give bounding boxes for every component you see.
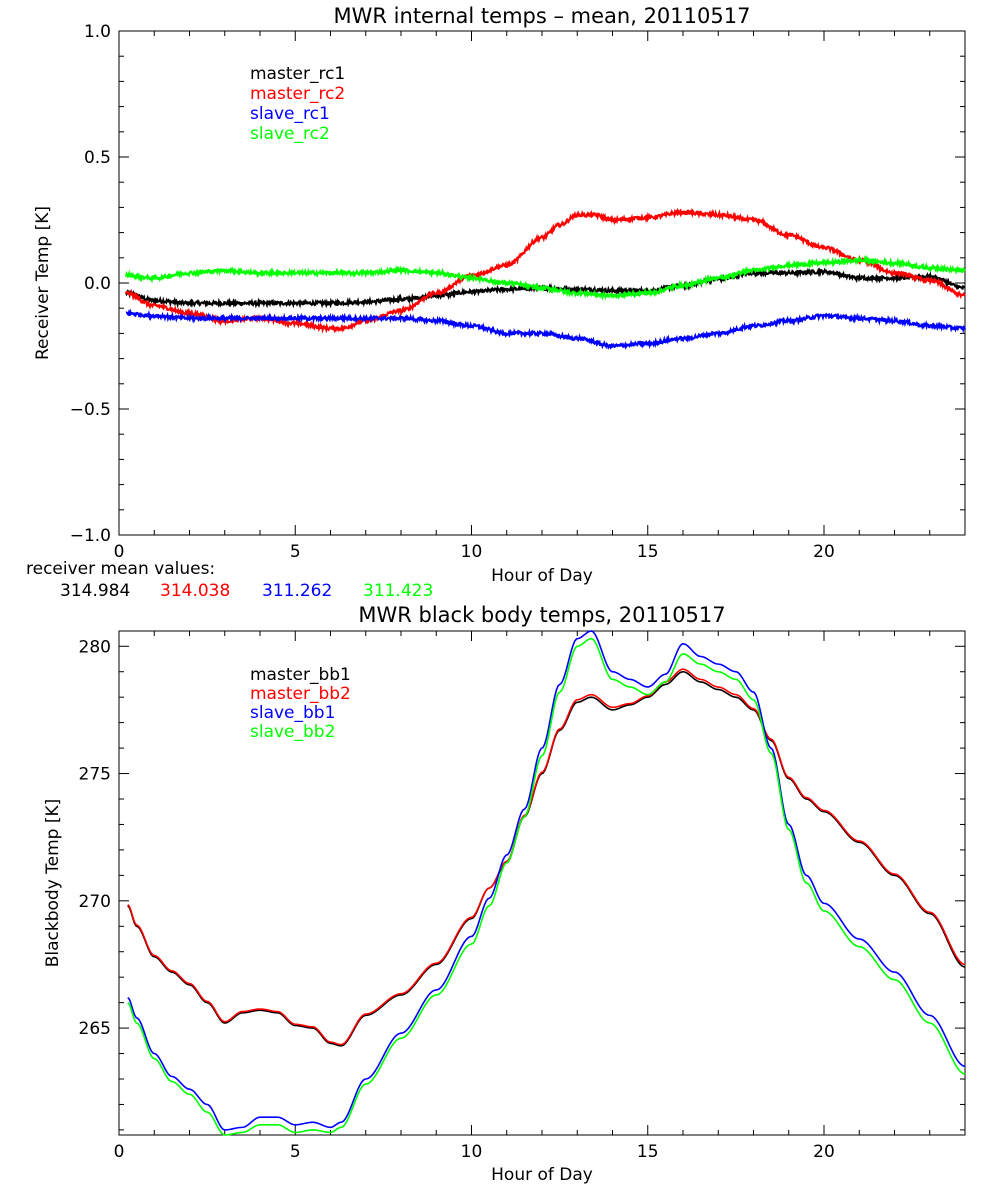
plot-frame	[118, 30, 966, 536]
y-tick-label: −0.5	[70, 400, 111, 420]
series-line-slave_bb2	[127, 637, 966, 1136]
x-tick-label: 20	[813, 542, 835, 562]
chart-title: MWR internal temps – mean, 20110517	[334, 4, 751, 28]
series-group	[127, 630, 966, 1136]
legend-entry-master_rc2: master_rc2	[250, 84, 345, 104]
series-group	[124, 207, 967, 351]
annotation-label: receiver mean values:	[26, 559, 215, 579]
series-line-master_rc2	[125, 207, 966, 334]
legend-entry-master_bb2: master_bb2	[250, 684, 351, 704]
y-tick-label: 0.5	[84, 148, 111, 168]
plot-frame	[118, 630, 966, 1136]
x-tick-label: 15	[637, 542, 659, 562]
annotation-value: 311.423	[363, 581, 433, 601]
x-axis-label: Hour of Day	[491, 1165, 593, 1185]
y-tick-label: 0.0	[84, 274, 111, 294]
tick-labels: 0 5 10 15 20 265 270 275 280	[79, 637, 835, 1162]
x-tick-label: 5	[290, 1142, 301, 1162]
x-tick-label: 0	[114, 542, 125, 562]
legend-entry-slave_rc1: slave_rc1	[250, 104, 330, 124]
legend-entry-slave_bb1: slave_bb1	[250, 703, 335, 723]
receiver-temps-chart: MWR internal temps – mean, 20110517 0 5 10…	[26, 4, 967, 601]
y-axis-label: Blackbody Temp [K]	[43, 799, 63, 968]
series-line-slave_rc1	[125, 308, 967, 351]
x-tick-label: 15	[637, 1142, 659, 1162]
series-line-slave_rc2	[124, 254, 966, 301]
legend-entry-slave_rc2: slave_rc2	[250, 124, 330, 144]
legend-entry-master_rc1: master_rc1	[250, 64, 345, 84]
annotation-value: 311.262	[262, 581, 332, 601]
series-line-master_bb2	[127, 668, 966, 1046]
y-axis-label: Receiver Temp [K]	[33, 206, 53, 360]
y-tick-label: 280	[79, 637, 111, 657]
x-tick-label: 20	[813, 1142, 835, 1162]
x-tick-label: 5	[290, 542, 301, 562]
axis-ticks	[118, 631, 966, 1135]
x-axis-label: Hour of Day	[491, 566, 593, 586]
tick-labels: 0 5 10 15 20 −1.0 −0.5 0.0 0.5 1.0	[70, 22, 835, 562]
y-tick-label: 265	[79, 1019, 111, 1039]
blackbody-temps-chart: MWR black body temps, 20110517 0 5 10 15 20 2…	[43, 603, 966, 1185]
annotation-values: 314.984 314.038 311.262 311.423	[60, 581, 433, 601]
x-tick-label: 10	[461, 542, 483, 562]
axis-ticks	[118, 30, 966, 536]
x-tick-label: 0	[114, 1142, 125, 1162]
y-tick-label: 275	[79, 765, 111, 785]
annotation-value: 314.984	[60, 581, 130, 601]
chart-title: MWR black body temps, 20110517	[358, 603, 725, 627]
annotation-value: 314.038	[160, 581, 230, 601]
legend-entry-slave_bb2: slave_bb2	[250, 722, 335, 742]
x-tick-label: 10	[461, 1142, 483, 1162]
legend-entry-master_bb1: master_bb1	[250, 665, 351, 685]
y-tick-label: 270	[79, 892, 111, 912]
series-line-slave_bb1	[127, 630, 966, 1131]
y-tick-label: 1.0	[84, 22, 111, 42]
y-tick-label: −1.0	[70, 526, 111, 546]
